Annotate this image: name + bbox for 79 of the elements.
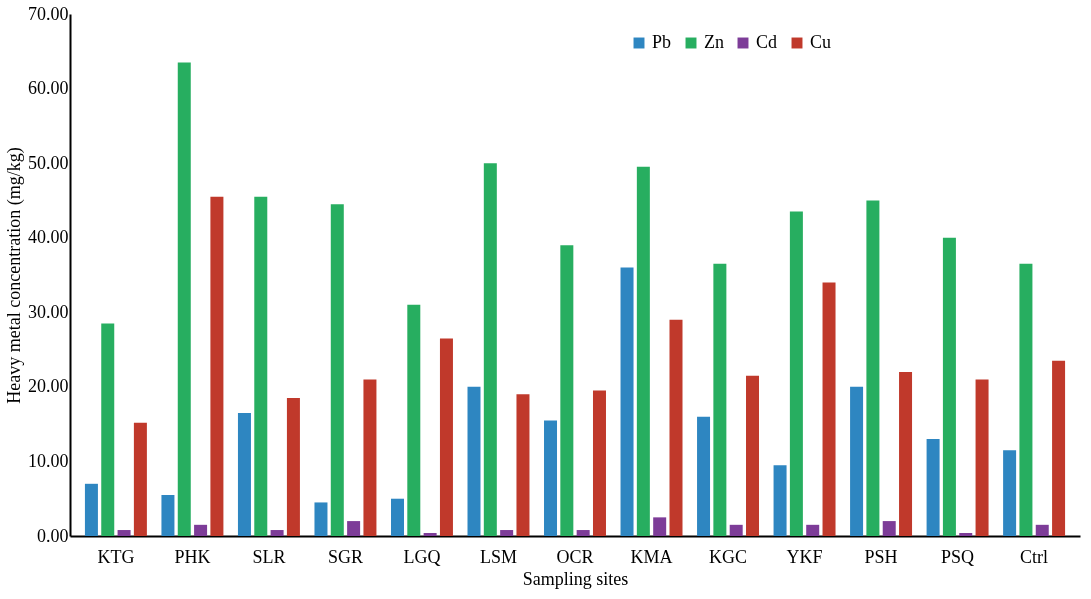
x-tick-label: Ctrl	[1020, 546, 1049, 567]
y-axis-title: Heavy metal concentration (mg/kg)	[4, 147, 25, 404]
bar	[806, 524, 820, 536]
y-tick-label: 40.00	[28, 227, 69, 248]
bar	[210, 196, 224, 536]
bar	[544, 420, 558, 536]
bar	[636, 166, 650, 536]
bar	[1019, 263, 1033, 536]
x-tick-label: YKF	[786, 546, 823, 567]
bar	[363, 379, 377, 536]
legend-label: Zn	[704, 32, 724, 52]
bar	[516, 394, 530, 536]
x-tick-label: PHK	[174, 546, 211, 567]
bar	[467, 386, 481, 536]
x-axis-title: Sampling sites	[522, 568, 629, 589]
bar	[270, 530, 284, 536]
bar	[254, 196, 268, 536]
bar	[620, 267, 634, 536]
y-tick-label: 60.00	[28, 78, 69, 99]
bar	[773, 465, 787, 536]
y-tick-label: 50.00	[28, 152, 69, 173]
x-tick-label: SGR	[327, 546, 363, 567]
bar	[850, 386, 864, 536]
bar	[423, 533, 437, 536]
bar	[500, 530, 514, 536]
bar	[822, 282, 836, 536]
bar	[789, 211, 803, 536]
bar	[1035, 524, 1049, 536]
bar	[959, 533, 973, 536]
bar	[1052, 360, 1066, 536]
y-tick-label: 10.00	[28, 450, 69, 471]
bar	[592, 390, 606, 536]
legend-label: Pb	[652, 32, 672, 52]
bar	[161, 494, 175, 536]
bar	[286, 398, 300, 536]
bar	[314, 502, 328, 536]
x-tick-label: KGC	[709, 546, 748, 567]
bar	[560, 245, 574, 536]
bar	[390, 498, 404, 536]
y-tick-label: 0.00	[37, 525, 69, 546]
bar	[729, 524, 743, 536]
x-tick-label: PSH	[864, 546, 898, 567]
bar	[713, 263, 727, 536]
bar	[237, 412, 251, 536]
bar	[653, 517, 667, 536]
x-tick-label: PSQ	[941, 546, 975, 567]
bar	[177, 62, 191, 536]
y-tick-label: 70.00	[28, 3, 69, 24]
bar	[746, 375, 760, 536]
x-tick-label: KTG	[97, 546, 135, 567]
x-tick-label: LSM	[479, 546, 517, 567]
bar	[576, 530, 590, 536]
bar	[483, 163, 497, 536]
bar	[439, 338, 453, 536]
bar	[1003, 450, 1017, 536]
bar	[407, 304, 421, 536]
y-tick-label: 20.00	[28, 376, 69, 397]
bar	[101, 323, 115, 536]
x-tick-label: KMA	[630, 546, 673, 567]
legend-label: Cd	[756, 32, 778, 52]
bar	[866, 200, 880, 536]
bar	[347, 521, 361, 536]
x-tick-label: LGQ	[403, 546, 441, 567]
bar	[117, 530, 131, 536]
y-tick-label: 30.00	[28, 301, 69, 322]
x-tick-label: SLR	[252, 546, 286, 567]
bar	[194, 524, 208, 536]
bar	[882, 521, 896, 536]
bar	[926, 439, 940, 536]
bar	[975, 379, 989, 536]
bar	[942, 237, 956, 536]
bar	[899, 371, 913, 536]
bar	[84, 483, 98, 536]
bar	[133, 422, 147, 536]
legend-label: Cu	[810, 32, 832, 52]
bar	[669, 319, 683, 536]
x-tick-label: OCR	[556, 546, 594, 567]
bar	[330, 204, 344, 536]
bar	[697, 416, 711, 536]
